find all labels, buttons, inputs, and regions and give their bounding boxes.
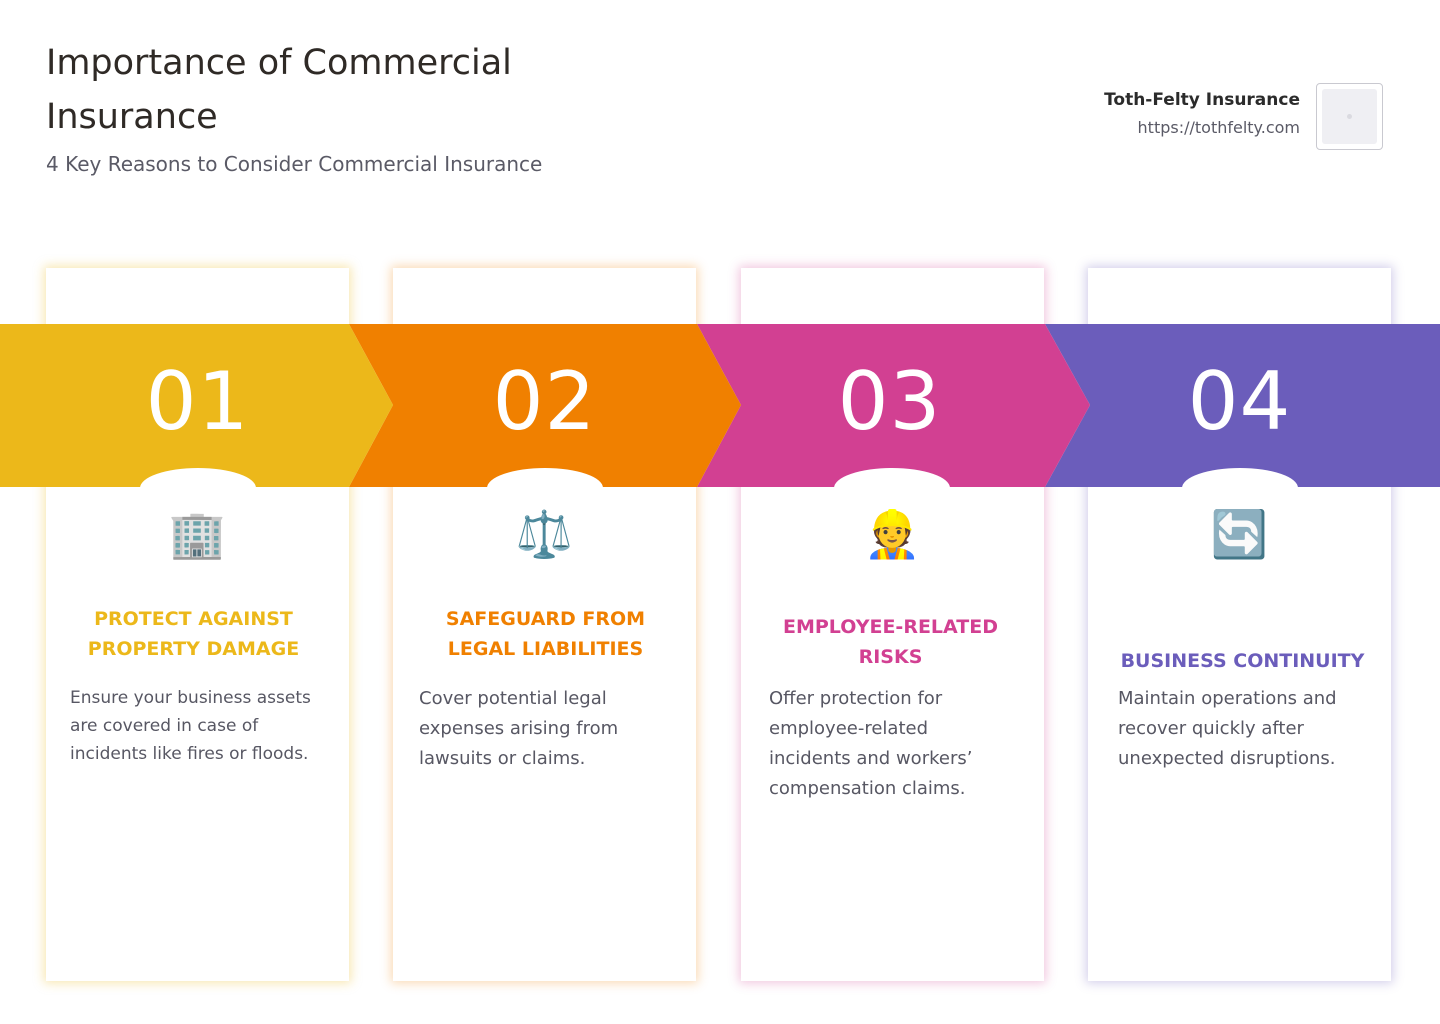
page-subtitle: 4 Key Reasons to Consider Commercial Ins… [46,152,543,176]
brand-url[interactable]: https://tothfelty.com [1137,118,1300,137]
step-title-3: EMPLOYEE-RELATED RISKS [783,616,998,668]
step-description-2: Cover potential legal expenses arising f… [419,688,619,769]
page-title: Importance of Commercial Insurance [46,43,512,137]
step-number-4: 04 [1187,355,1292,448]
office-building-icon: 🏢 [168,507,227,561]
step-title-2: SAFEGUARD FROM LEGAL LIABILITIES [445,608,646,660]
step-title-1: PROTECT AGAINST PROPERTY DAMAGE [87,608,300,660]
construction-worker-icon: 👷 [863,507,922,561]
step-description-3: Offer protection for employee-related in… [769,688,973,799]
brand-name: Toth-Felty Insurance [1104,90,1300,110]
step-description-1: Ensure your business assets are covered … [70,688,311,764]
logo-placeholder-icon [1322,89,1377,144]
step-number-1: 01 [145,355,250,448]
brand-logo [1316,83,1383,150]
step-title-4: BUSINESS CONTINUITY [1120,650,1365,672]
step-number-2: 02 [492,355,597,448]
refresh-arrows-icon: 🔄 [1210,507,1269,561]
brand-block: Toth-Felty Insurance https://tothfelty.c… [1104,90,1300,137]
balance-scale-icon: ⚖️ [515,507,574,561]
step-description-4: Maintain operations and recover quickly … [1118,688,1337,769]
step-number-3: 03 [837,355,942,448]
